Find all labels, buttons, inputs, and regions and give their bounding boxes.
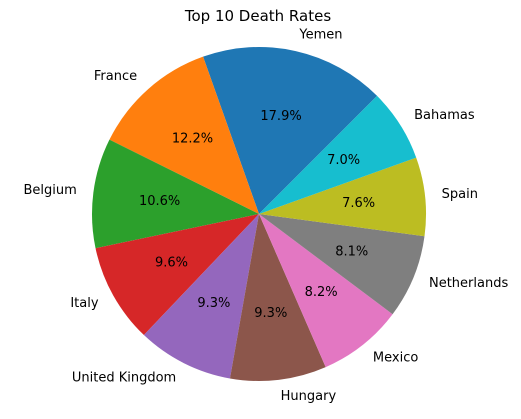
pct-label-netherlands: 8.1% <box>335 244 368 259</box>
pie-slice-bahamas <box>259 95 417 214</box>
pct-label-united-kingdom: 9.3% <box>197 296 230 311</box>
pct-label-mexico: 8.2% <box>305 285 338 300</box>
pct-label-france: 12.2% <box>172 132 213 147</box>
pie-slice-yemen <box>203 47 378 215</box>
pie-slice-france <box>109 56 259 214</box>
category-label-france: France <box>94 69 137 84</box>
percentage-labels: 17.9% 12.2% 10.6% 9.6% 9.3% 9.3% 8.2% 8.1% 7.6% 7… <box>139 109 375 321</box>
pct-label-belgium: 10.6% <box>139 194 180 209</box>
pie-slice-italy <box>95 214 260 336</box>
pie-slice-mexico <box>259 214 393 368</box>
pct-label-yemen: 17.9% <box>260 109 301 124</box>
pie-slice-spain <box>259 157 426 237</box>
category-label-yemen: Yemen <box>298 27 342 42</box>
pie-slice-belgium <box>91 139 259 249</box>
pie-slice-hungary <box>229 214 326 381</box>
category-label-netherlands: Netherlands <box>429 276 508 291</box>
pct-label-hungary: 9.3% <box>254 306 287 321</box>
category-label-mexico: Mexico <box>373 351 418 366</box>
chart-title: Top 10 Death Rates <box>184 7 331 25</box>
pct-label-bahamas: 7.0% <box>327 153 360 168</box>
pct-label-spain: 7.6% <box>342 196 375 211</box>
category-label-hungary: Hungary <box>281 389 337 404</box>
category-labels: Yemen France Belgium Italy United Kingdom Hun… <box>23 27 508 404</box>
pie-slice-netherlands <box>259 214 425 315</box>
pie-slices <box>91 47 426 381</box>
category-label-bahamas: Bahamas <box>414 108 475 123</box>
category-label-italy: Italy <box>70 296 99 311</box>
pct-label-italy: 9.6% <box>155 255 188 270</box>
pie-slice-united-kingdom <box>143 214 259 379</box>
category-label-belgium: Belgium <box>23 183 76 198</box>
category-label-united-kingdom: United Kingdom <box>72 370 176 385</box>
category-label-spain: Spain <box>442 187 478 202</box>
